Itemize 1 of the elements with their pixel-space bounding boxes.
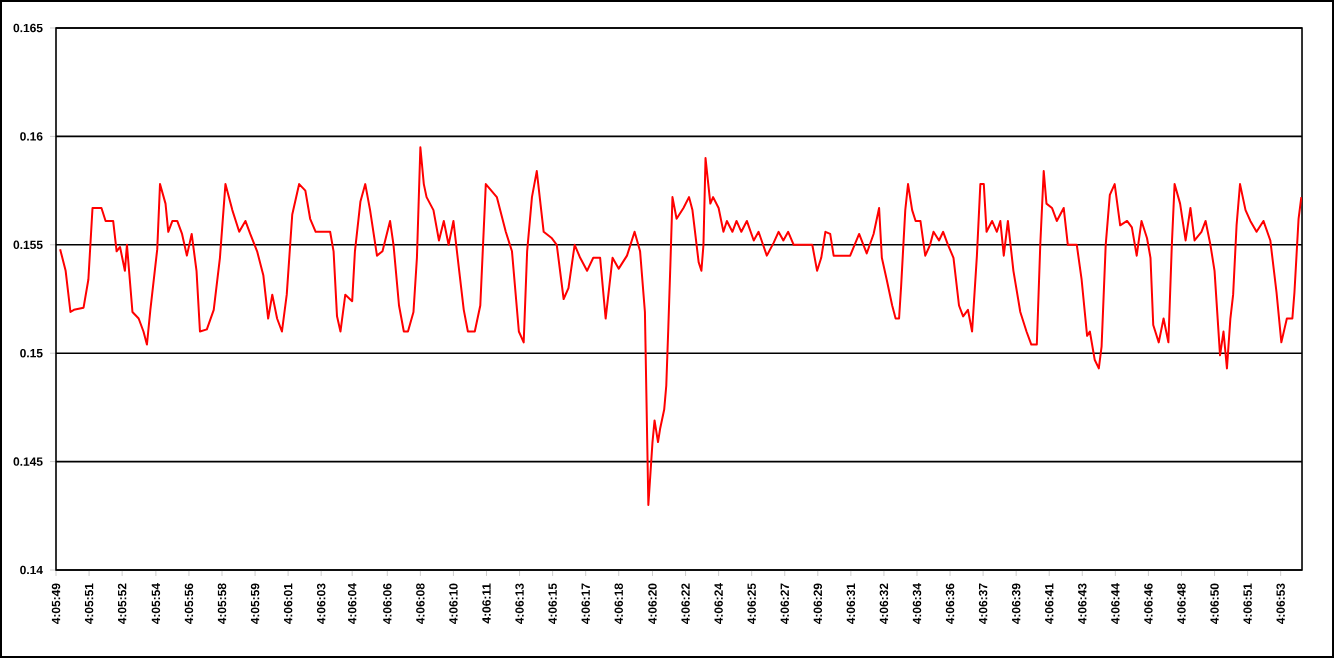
line-series: [59, 146, 1303, 506]
